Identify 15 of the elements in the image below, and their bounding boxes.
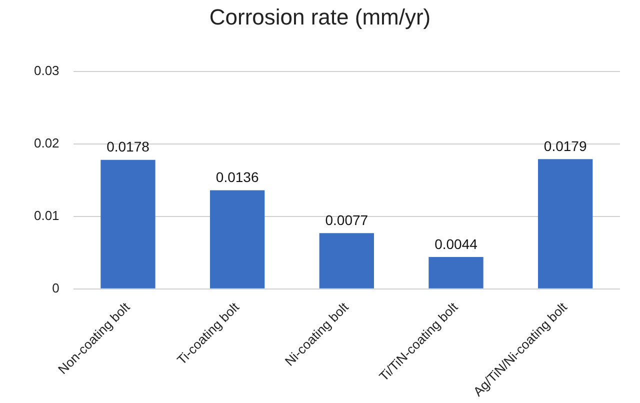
data-label: 0.0178 (106, 138, 150, 155)
y-tick-label: 0.01 (34, 208, 60, 223)
bar (428, 257, 484, 288)
bar (319, 233, 374, 288)
y-tick-label: 0.02 (34, 135, 60, 150)
data-label: 0.0077 (325, 212, 368, 228)
bar (210, 190, 265, 288)
y-tick-label: 0 (52, 280, 60, 296)
data-label: 0.0044 (434, 236, 478, 252)
y-tick-label: 0.03 (34, 62, 60, 78)
data-label: 0.0136 (216, 169, 259, 186)
bar (538, 159, 593, 288)
chart-title: Corrosion rate (mm/yr) (209, 4, 431, 30)
bar (100, 160, 156, 288)
data-label: 0.0179 (544, 138, 587, 154)
